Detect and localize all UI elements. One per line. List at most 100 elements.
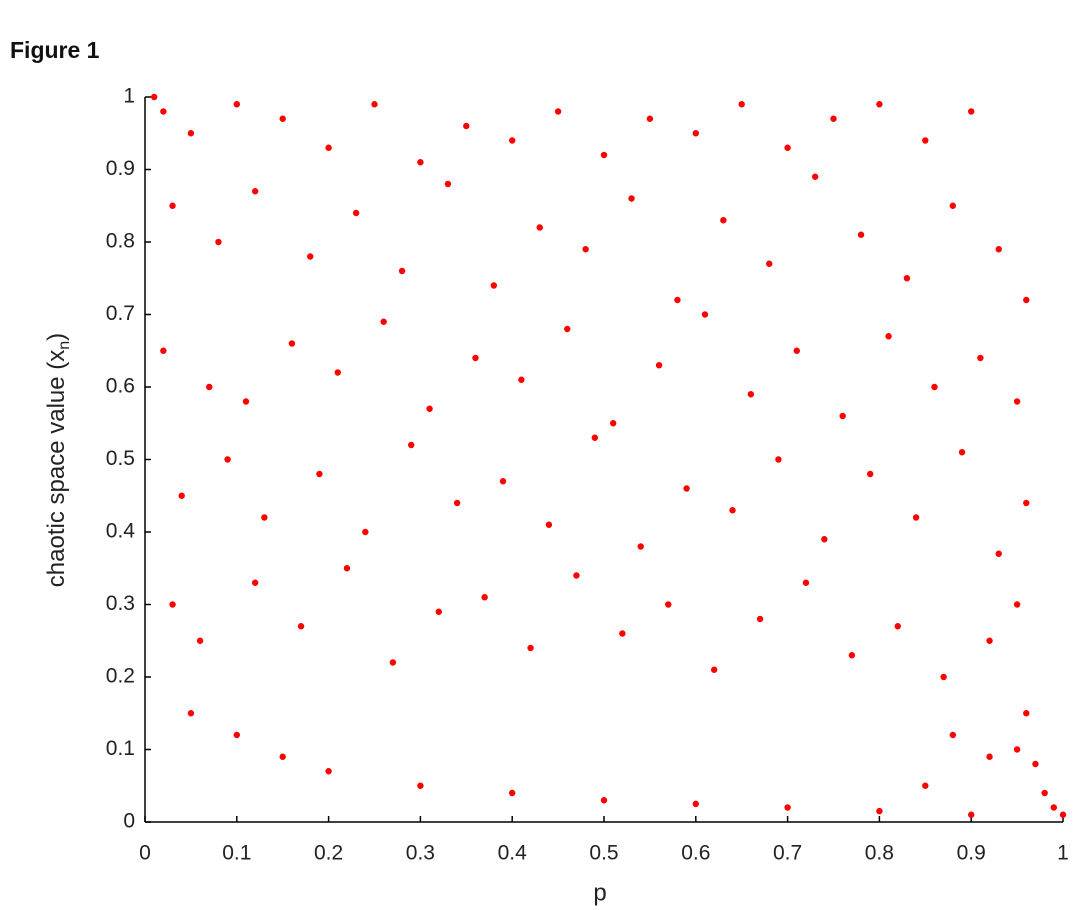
x-tick-label: 0.6 [681,842,710,865]
point [426,405,433,412]
y-axis-label-main: chaotic space value (x [43,350,70,587]
point [261,514,268,521]
point [334,369,341,376]
point [169,601,176,608]
point [995,550,1002,557]
point [472,354,479,362]
point [894,623,901,630]
point [499,478,507,485]
point [1032,760,1039,768]
point [958,449,966,456]
point [325,144,332,151]
point [986,753,993,760]
point [793,347,800,354]
point [187,710,195,717]
point [196,637,204,644]
point [729,507,736,514]
y-tick-label: 1 [123,85,135,108]
y-tick-label: 0 [123,810,135,833]
point [922,137,929,144]
point [316,470,323,478]
y-tick-label: 0.9 [106,157,135,180]
point [995,246,1002,253]
point [463,122,470,130]
y-tick-label: 0.6 [106,375,135,398]
point [600,797,608,804]
point [536,224,543,231]
point [857,231,865,238]
x-tick-label: 0.2 [314,842,343,865]
point [701,311,709,318]
point [766,260,773,267]
point [821,536,828,543]
point [178,492,185,499]
y-tick-label: 0.4 [106,520,136,543]
point [160,347,167,354]
point [307,253,314,260]
y-tick-label: 0.8 [106,230,135,253]
x-tick-label: 0.3 [406,842,435,865]
x-tick-label: 0.9 [957,842,986,865]
point [251,188,259,195]
point [839,412,846,420]
point [224,456,231,463]
y-tick-label: 0.3 [106,592,135,615]
point [297,623,305,630]
point [187,130,195,137]
point [655,362,663,369]
point [380,318,387,325]
y-tick-label: 0.2 [106,665,135,688]
point [683,485,690,492]
point [986,637,993,644]
point [1059,811,1067,818]
point [600,151,608,159]
point [931,383,938,391]
figure-label: Figure 1 [10,37,100,63]
point [949,202,957,209]
point [674,296,681,304]
point [977,354,984,362]
point [215,238,222,246]
point [922,782,929,789]
point [802,579,810,586]
point [940,673,947,681]
point [1050,804,1058,811]
point [389,659,397,666]
point [509,789,516,797]
point [784,804,791,811]
point [710,666,718,673]
point [876,101,883,108]
point [1013,398,1021,405]
point [876,807,883,815]
point [637,543,644,550]
point [398,267,406,275]
y-tick-label: 0.7 [106,302,135,325]
point [545,521,553,528]
point [720,217,727,224]
point [775,456,782,463]
point [573,572,580,579]
x-axis-label: p [593,879,606,906]
point [609,420,617,427]
point [692,130,699,137]
point [1023,499,1030,507]
point [867,470,874,478]
x-tick-label: 0.1 [222,842,251,865]
y-axis-label-end: ) [43,333,70,341]
point [591,434,599,441]
point [1023,710,1030,717]
point [830,115,837,122]
point [408,441,415,449]
point [619,630,626,637]
point [912,514,920,521]
y-tick-label: 0.1 [106,737,135,760]
point [206,383,213,391]
point [150,93,158,101]
x-tick-label: 1 [1057,842,1069,865]
x-tick-label: 0.7 [773,842,802,865]
point [352,209,360,217]
point [784,144,791,151]
point [646,115,654,122]
point [1023,296,1030,304]
